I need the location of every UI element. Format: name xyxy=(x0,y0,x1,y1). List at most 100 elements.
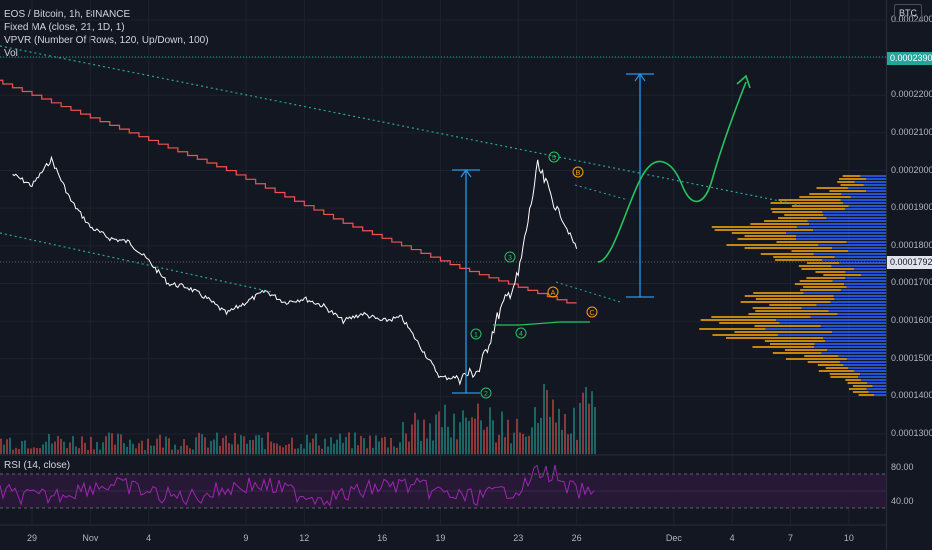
price-series-line xyxy=(12,155,578,386)
volume-bar xyxy=(333,443,335,454)
rsi-label[interactable]: RSI (14, close) xyxy=(4,460,71,471)
annotations: 1 2 3 4 5 A B C xyxy=(452,72,751,399)
volume-bar xyxy=(66,448,68,454)
volume-bar xyxy=(294,448,296,454)
vpvr-row-up xyxy=(866,388,886,390)
vpvr-row-down xyxy=(803,286,847,288)
volume-bar xyxy=(165,436,167,454)
vpvr-row-down xyxy=(711,226,797,228)
volume-bar xyxy=(363,438,365,454)
vpvr-row-up xyxy=(860,379,886,381)
measure-arrow-2-head xyxy=(634,72,646,82)
vpvr-row-down xyxy=(740,301,831,303)
vpvr-row-down xyxy=(817,364,844,366)
volume-bar xyxy=(534,407,536,454)
volume-bar xyxy=(258,434,260,454)
vpvr-row-down xyxy=(776,241,847,243)
volume-bar xyxy=(327,446,329,454)
vpvr-row-down xyxy=(731,232,787,234)
vpvr-row-down xyxy=(823,274,862,276)
vpvr-row-up xyxy=(868,391,886,393)
rsi-tick-80: 80.00 xyxy=(891,462,914,472)
vpvr-row-up xyxy=(840,199,886,201)
vpvr-row-up xyxy=(796,238,886,240)
vpvr-row-down xyxy=(799,280,833,282)
vpvr-row-up xyxy=(839,262,886,264)
vpvr-row-up xyxy=(848,367,886,369)
currency-badge[interactable]: BTC xyxy=(894,4,922,22)
vpvr-row-up xyxy=(844,283,886,285)
vpvr-row-down xyxy=(785,358,847,360)
vpvr-row-down xyxy=(815,271,846,273)
volume-bar xyxy=(210,440,212,454)
vpvr-row-down xyxy=(748,313,838,315)
volume-bar xyxy=(45,441,47,454)
volume-bar xyxy=(585,386,587,454)
vpvr-row-up xyxy=(809,223,886,225)
volume-bar xyxy=(60,438,62,454)
volume-indicator-label[interactable]: Vol xyxy=(4,48,18,59)
time-tick: 26 xyxy=(571,533,582,543)
volume-bar xyxy=(270,441,272,454)
volume-bar xyxy=(201,434,203,454)
vpvr-row-up xyxy=(810,316,886,318)
measure-arrow-1-head xyxy=(460,168,472,178)
vpvr-row-up xyxy=(834,298,886,300)
volume-bar xyxy=(33,447,35,454)
volume-bar xyxy=(384,436,386,454)
time-tick: 4 xyxy=(729,533,735,543)
volume-bar xyxy=(237,444,239,454)
ma-indicator-label[interactable]: Fixed MA (close, 21, 1D, 1) xyxy=(4,22,125,33)
vpvr-row-up xyxy=(818,244,886,246)
wave-label: 1 xyxy=(474,332,478,339)
volume-bar xyxy=(36,447,38,454)
volume-bar xyxy=(441,427,443,454)
vpvr-row-up xyxy=(803,292,886,294)
vpvr-row-up xyxy=(813,229,886,231)
price-line xyxy=(12,155,578,386)
volume-bar xyxy=(573,407,575,454)
vpvr-row-down xyxy=(754,325,821,327)
volume-bar xyxy=(540,417,542,454)
vpvr-row-up xyxy=(776,319,886,321)
vpvr-row-down xyxy=(794,283,845,285)
volume-bar xyxy=(63,441,65,454)
volume-bar xyxy=(246,443,248,454)
vpvr-row-up xyxy=(831,265,886,267)
volume-bar xyxy=(207,447,209,454)
volume-bar xyxy=(453,413,455,454)
symbol-title[interactable]: EOS / Bitcoin, 1h, BINANCE xyxy=(4,9,131,20)
volume-bar xyxy=(435,414,437,454)
volume-bar xyxy=(138,443,140,454)
vpvr-row-down xyxy=(816,187,848,189)
volume-bar xyxy=(48,433,50,454)
vpvr-row-up xyxy=(860,373,886,375)
volume-bar xyxy=(348,432,350,454)
vpvr-row-up xyxy=(837,313,886,315)
wave-label-circle xyxy=(504,251,516,263)
vpvr-row-down xyxy=(845,379,861,381)
volume-bar xyxy=(231,444,233,454)
volume-bar xyxy=(567,434,569,454)
vpvr-indicator-label[interactable]: VPVR (Number Of Rows, 120, Up/Down, 100) xyxy=(4,35,209,46)
volume-bar xyxy=(117,433,119,454)
volume-bar xyxy=(114,444,116,454)
vpvr-row-down xyxy=(798,265,832,267)
vpvr-row-down xyxy=(807,361,840,363)
price-tick: 0.0002200 xyxy=(891,89,932,100)
volume-bar xyxy=(174,444,176,454)
wave-label-circle xyxy=(515,327,527,339)
time-tick: Dec xyxy=(665,533,682,543)
vpvr-row-down xyxy=(726,244,819,246)
vpvr-row-down xyxy=(778,199,841,201)
volume-bar xyxy=(558,408,560,454)
volume-bar xyxy=(426,438,428,454)
volume-bar xyxy=(504,437,506,454)
wave-label: 3 xyxy=(508,255,512,262)
wave-label-circle xyxy=(548,151,560,163)
volume-bar xyxy=(90,436,92,454)
volume-bar xyxy=(171,449,173,454)
volume-bar xyxy=(357,445,359,454)
volume-bar xyxy=(594,406,596,454)
